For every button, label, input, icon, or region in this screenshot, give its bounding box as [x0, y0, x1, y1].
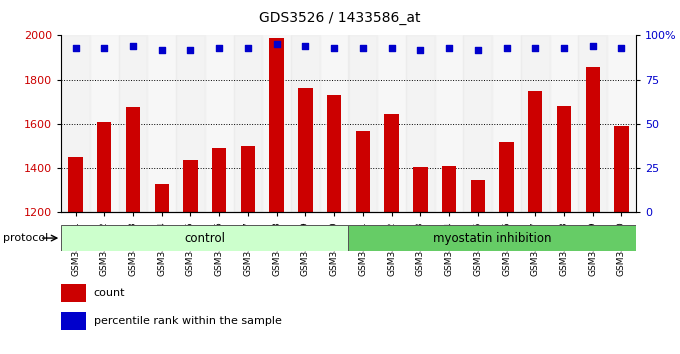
- Bar: [205, 35, 233, 212]
- Bar: [607, 35, 636, 212]
- Bar: [176, 35, 205, 212]
- Bar: [61, 35, 90, 212]
- Bar: [269, 38, 284, 212]
- Bar: [585, 68, 600, 212]
- Point: [588, 43, 598, 49]
- Bar: [377, 35, 406, 212]
- Point: [99, 45, 109, 51]
- Bar: [406, 35, 435, 212]
- Point: [473, 47, 483, 52]
- Bar: [549, 35, 578, 212]
- Bar: [212, 148, 226, 212]
- Point: [616, 45, 627, 51]
- Text: control: control: [184, 232, 225, 245]
- Point: [300, 43, 311, 49]
- Text: percentile rank within the sample: percentile rank within the sample: [94, 316, 282, 326]
- Bar: [327, 95, 341, 212]
- Point: [415, 47, 426, 52]
- Bar: [499, 142, 513, 212]
- Bar: [184, 160, 198, 212]
- Point: [185, 47, 196, 52]
- Text: GDS3526 / 1433586_at: GDS3526 / 1433586_at: [259, 11, 421, 25]
- Point: [501, 45, 512, 51]
- Bar: [233, 35, 262, 212]
- Point: [358, 45, 369, 51]
- Bar: [348, 35, 377, 212]
- Bar: [61, 284, 86, 302]
- Bar: [442, 166, 456, 212]
- Bar: [348, 225, 636, 251]
- Text: count: count: [94, 288, 125, 298]
- Bar: [61, 313, 86, 330]
- Point: [243, 45, 254, 51]
- Bar: [463, 35, 492, 212]
- Bar: [299, 88, 313, 212]
- Bar: [320, 35, 348, 212]
- Text: myostatin inhibition: myostatin inhibition: [433, 232, 551, 245]
- Bar: [557, 106, 571, 212]
- Bar: [148, 35, 176, 212]
- Point: [156, 47, 167, 52]
- Bar: [528, 91, 543, 212]
- Bar: [61, 225, 348, 251]
- Point: [271, 41, 282, 47]
- Bar: [262, 35, 291, 212]
- Bar: [384, 114, 398, 212]
- Bar: [69, 157, 83, 212]
- Point: [70, 45, 81, 51]
- Bar: [521, 35, 549, 212]
- Point: [530, 45, 541, 51]
- Point: [214, 45, 224, 51]
- Bar: [413, 167, 428, 212]
- Bar: [356, 131, 370, 212]
- Point: [128, 43, 139, 49]
- Bar: [471, 180, 485, 212]
- Bar: [154, 184, 169, 212]
- Point: [328, 45, 339, 51]
- Bar: [578, 35, 607, 212]
- Point: [558, 45, 569, 51]
- Bar: [435, 35, 463, 212]
- Bar: [291, 35, 320, 212]
- Bar: [90, 35, 118, 212]
- Point: [386, 45, 397, 51]
- Bar: [241, 146, 255, 212]
- Text: protocol: protocol: [3, 233, 49, 243]
- Bar: [118, 35, 148, 212]
- Bar: [126, 107, 140, 212]
- Bar: [97, 122, 112, 212]
- Bar: [614, 126, 628, 212]
- Bar: [492, 35, 521, 212]
- Point: [443, 45, 454, 51]
